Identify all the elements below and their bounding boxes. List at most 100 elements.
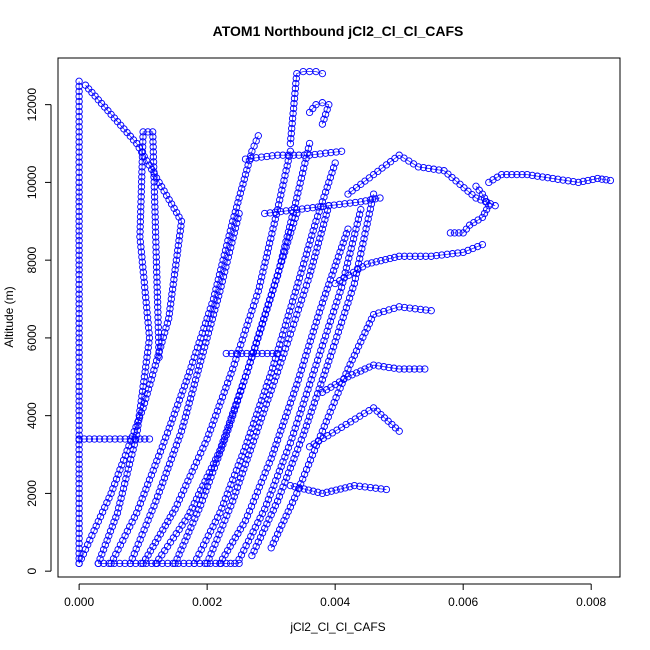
data-point <box>137 248 146 256</box>
data-point <box>259 409 267 418</box>
data-point <box>163 319 172 327</box>
data-point <box>304 276 312 285</box>
data-point <box>325 202 333 210</box>
data-point <box>283 340 291 348</box>
data-point <box>241 460 250 468</box>
data-point <box>217 526 225 534</box>
data-point <box>344 373 352 381</box>
data-point <box>121 532 129 540</box>
data-point <box>243 166 251 174</box>
data-point <box>75 232 83 240</box>
data-point <box>257 324 265 333</box>
data-point <box>75 212 83 221</box>
data-point <box>309 258 318 266</box>
data-point <box>233 397 242 405</box>
data-point <box>272 276 280 285</box>
data-point <box>277 427 285 435</box>
data-point <box>269 539 277 547</box>
data-point <box>416 365 424 373</box>
data-point <box>340 375 348 384</box>
data-point <box>190 559 198 568</box>
data-point <box>92 522 100 530</box>
data-point <box>125 442 133 450</box>
data-point <box>151 198 159 206</box>
data-point <box>264 244 273 252</box>
data-point <box>334 253 343 261</box>
x-tick-label: 0.000 <box>64 595 94 609</box>
data-point <box>189 519 197 527</box>
data-point <box>194 453 203 462</box>
data-point <box>138 168 146 176</box>
data-point <box>261 469 269 477</box>
data-point <box>138 392 146 400</box>
data-point <box>320 422 328 431</box>
data-point <box>75 499 83 508</box>
data-point <box>121 559 129 568</box>
data-point <box>308 231 316 240</box>
data-point <box>267 234 275 243</box>
data-point <box>305 272 314 280</box>
data-point <box>286 481 295 490</box>
data-point <box>86 536 94 544</box>
data-point <box>207 320 215 328</box>
data-point <box>352 225 360 233</box>
data-point <box>470 218 478 227</box>
data-point <box>385 306 393 314</box>
data-point <box>279 181 287 189</box>
data-point <box>238 349 246 358</box>
data-point <box>137 243 145 251</box>
data-point <box>140 278 148 286</box>
data-point <box>75 227 83 235</box>
data-point <box>202 338 210 347</box>
data-point <box>288 119 296 128</box>
data-point <box>241 516 250 525</box>
data-point <box>261 258 269 267</box>
data-point <box>267 511 275 519</box>
data-point <box>293 419 301 428</box>
data-point <box>485 178 493 187</box>
data-point <box>318 342 327 350</box>
data-point <box>288 325 296 333</box>
data-point <box>354 342 363 350</box>
data-point <box>365 320 373 328</box>
data-point <box>175 237 183 245</box>
data-point <box>137 183 146 191</box>
series-6 <box>139 147 295 568</box>
data-point <box>267 386 275 395</box>
data-point <box>215 402 223 410</box>
data-point <box>261 505 269 513</box>
data-point <box>245 451 253 459</box>
data-point <box>160 187 168 195</box>
data-point <box>333 257 341 266</box>
data-point <box>101 503 109 512</box>
data-point <box>336 288 344 296</box>
data-point <box>294 279 302 287</box>
data-point <box>138 148 147 156</box>
data-point <box>321 366 330 375</box>
data-point <box>339 239 347 247</box>
x-tick-label: 0.008 <box>576 595 606 609</box>
data-point <box>349 235 358 243</box>
series-line <box>206 205 330 564</box>
data-point <box>254 287 262 295</box>
data-point <box>559 176 567 184</box>
data-point <box>301 255 309 263</box>
data-point <box>116 541 125 549</box>
data-point <box>390 253 399 262</box>
data-point <box>381 255 390 264</box>
data-point <box>143 353 151 361</box>
data-point <box>130 550 138 558</box>
data-point <box>427 252 435 260</box>
series-16 <box>305 404 403 451</box>
data-point <box>347 244 355 253</box>
data-point <box>75 188 83 196</box>
series-line <box>78 84 182 564</box>
data-point <box>128 450 136 459</box>
data-point <box>90 527 98 535</box>
data-point <box>290 293 298 301</box>
data-point <box>485 202 493 210</box>
data-point <box>325 322 333 330</box>
data-point <box>140 273 148 281</box>
data-point <box>248 442 256 450</box>
